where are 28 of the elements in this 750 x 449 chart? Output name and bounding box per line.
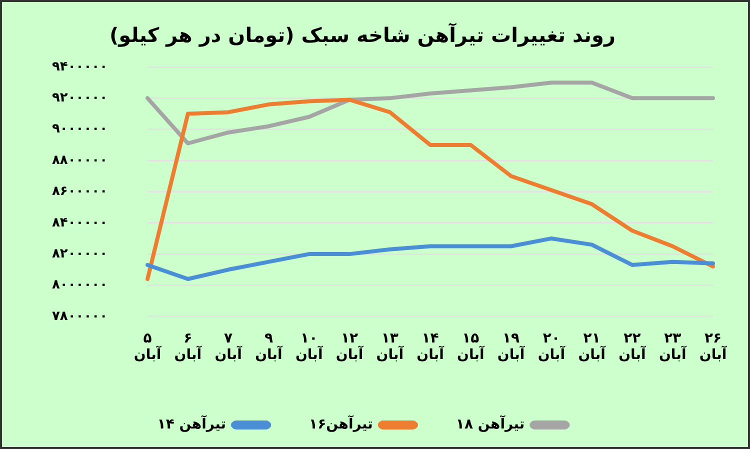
x-tick-label: ۶ آبان: [174, 330, 203, 364]
x-tick-label: ۷ آبان: [214, 330, 244, 364]
x-tick-label: ۲۱ آبان: [578, 330, 607, 364]
y-tick-label: ۹۲۰۰۰۰۰: [52, 90, 108, 106]
legend-label: تیرآهن ۱۸: [456, 414, 525, 433]
legend-label: تیرآهن ۱۴: [157, 414, 226, 433]
x-tick-label: ۱۰ آبان: [295, 330, 324, 364]
x-tick-label: ۵ آبان: [134, 330, 162, 364]
x-tick-label: ۲۳ آبان: [658, 330, 688, 364]
legend-label: تیرآهن۱۶: [309, 414, 373, 433]
x-tick-label: ۱۲ آبان: [336, 330, 364, 364]
x-tick-label: ۱۳ آبان: [376, 330, 405, 364]
y-tick-label: ۸۸۰۰۰۰۰: [52, 152, 108, 168]
y-tick-label: ۸۶۰۰۰۰۰: [52, 184, 108, 200]
x-tick-label: ۹ آبان: [255, 330, 284, 364]
y-tick-label: ۹۴۰۰۰۰۰: [52, 59, 108, 74]
x-tick-label: ۲۶ آبان: [699, 330, 728, 364]
y-tick-label: ۸۴۰۰۰۰۰: [52, 215, 108, 230]
y-tick-label: ۹۰۰۰۰۰۰: [52, 122, 108, 137]
y-tick-label: ۸۰۰۰۰۰۰: [52, 278, 108, 293]
x-tick-label: ۱۴ آبان: [416, 330, 446, 364]
y-tick-label: ۸۲۰۰۰۰۰: [52, 246, 108, 262]
x-tick-label: ۱۹ آبان: [497, 330, 526, 364]
y-tick-label: ۷۸۰۰۰۰۰: [52, 308, 108, 324]
x-tick-label: ۱۵ آبان: [457, 330, 486, 364]
x-tick-label: ۲۲ آبان: [618, 330, 648, 364]
chart-title: روند تغییرات تیرآهن شاخه سبک (تومان در هر کیلو): [110, 22, 616, 48]
x-tick-label: ۲۰ آبان: [538, 330, 566, 364]
